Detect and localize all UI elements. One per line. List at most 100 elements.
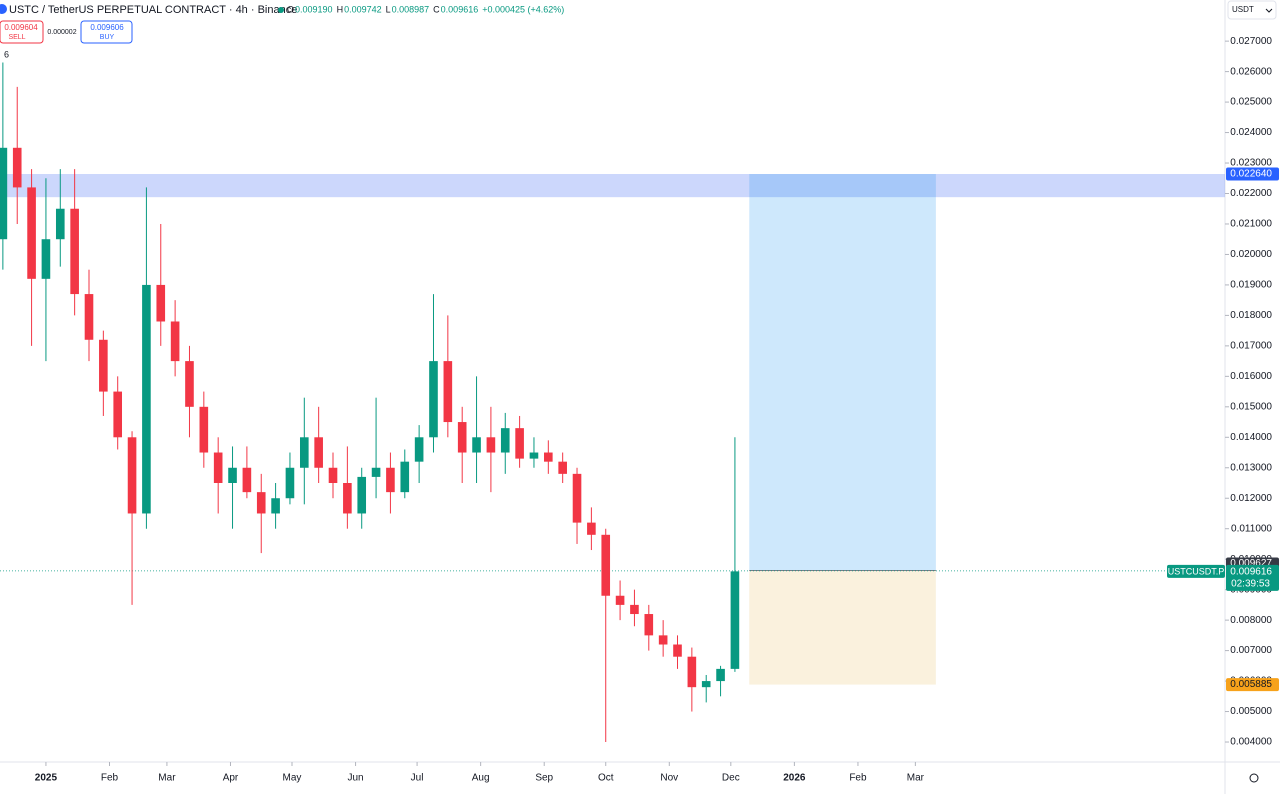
candle-body [587, 522, 596, 535]
candle-body [328, 467, 338, 483]
candle-body [673, 644, 682, 657]
x-tick-label: Jun [348, 773, 364, 784]
change: +0.000425 (+4.62%) [482, 4, 564, 14]
candle-body [558, 461, 567, 474]
ohlc-legend: O 0.009190 H 0.009742 L 0.008987 C 0.009616 +0.0… [287, 4, 564, 14]
price-tag-label: 0.009627 [1230, 558, 1272, 569]
y-tick-label: 0.017000 [1230, 341, 1272, 352]
x-tick-label: Feb [101, 773, 119, 784]
currency-dropdown[interactable] [1227, 0, 1277, 20]
x-tick-label: Feb [849, 773, 867, 784]
candle-body [41, 239, 51, 279]
candle-body [357, 476, 367, 514]
candle-body [142, 284, 151, 514]
y-tick-label: 0.024000 [1230, 127, 1272, 138]
candle-body [0, 147, 8, 240]
candle-body [199, 406, 209, 453]
candle-body [156, 284, 166, 322]
y-tick-label: 0.023000 [1230, 158, 1272, 169]
ohlc-value: 0.009190 [295, 4, 333, 14]
candle-body [515, 428, 524, 459]
y-tick-label: 0.012000 [1230, 493, 1272, 504]
y-tick-label: 0.022000 [1230, 188, 1272, 199]
ohlc-key: O [287, 4, 294, 14]
candle-body [371, 467, 381, 477]
price-tag-label: 0.022640 [1230, 169, 1272, 180]
candle-body [84, 294, 94, 340]
y-tick-label: 0.027000 [1230, 36, 1272, 47]
candle-body [242, 467, 252, 493]
candle-body [486, 437, 496, 453]
candle-body [414, 437, 424, 462]
price-tag [1226, 167, 1279, 181]
x-tick-label: Apr [223, 773, 239, 784]
candle-body [228, 467, 237, 483]
candle-body [529, 452, 539, 459]
x-tick-label: May [283, 773, 302, 784]
x-tick-label: Dec [722, 773, 740, 784]
candle-body [730, 571, 740, 669]
candle-body [185, 361, 194, 407]
buy-button[interactable] [80, 20, 133, 44]
plot [0, 62, 1225, 743]
candle-body [256, 492, 266, 514]
candle-body [630, 604, 639, 615]
candle-body [429, 361, 438, 438]
candle-body [716, 668, 725, 682]
y-tick-label: 0.018000 [1230, 310, 1272, 321]
spread: 0.000002 [47, 29, 76, 36]
candle-body [687, 656, 697, 688]
candle-body [544, 452, 553, 462]
candle-body [213, 452, 223, 483]
zone [0, 174, 1225, 198]
indicator-count[interactable]: 6 [4, 49, 9, 59]
candle-body [127, 437, 137, 514]
profit-zone [749, 174, 936, 571]
y-tick-label: 0.014000 [1230, 432, 1272, 443]
candle-body [443, 361, 453, 423]
y-tick-label: 0.013000 [1230, 462, 1272, 473]
price-tag [1226, 678, 1279, 692]
x-tick-label: 2025 [35, 773, 58, 784]
buy-label: BUY [100, 34, 115, 41]
countdown: 02:39:53 [1231, 579, 1270, 590]
x-tick-label: Mar [158, 773, 176, 784]
candle-body [12, 147, 22, 188]
candle-body [457, 422, 467, 453]
candle-body [70, 208, 79, 295]
status-dot [278, 7, 284, 13]
sell-button[interactable] [0, 20, 44, 44]
symbol-tag [1167, 564, 1225, 578]
y-tick-label: 0.025000 [1230, 97, 1272, 108]
settings-icon[interactable] [1249, 773, 1259, 783]
sell-label: SELL [8, 34, 25, 41]
dropdown-arrow [1265, 8, 1273, 13]
x-tick-label: Sep [535, 773, 553, 784]
candle-body [400, 461, 410, 493]
candle-body [500, 428, 510, 453]
candle-body [386, 467, 395, 493]
x-tick-label: Nov [660, 773, 678, 784]
ohlc-key: L [386, 4, 391, 14]
price-tag-label: 0.005885 [1230, 679, 1272, 690]
y-tick-label: 0.020000 [1230, 249, 1272, 260]
candle-body [27, 187, 36, 279]
candle-body [601, 534, 611, 596]
candle-body [271, 498, 280, 514]
candle-body [658, 635, 668, 645]
x-tick-label: Aug [472, 773, 490, 784]
symbol-icon [0, 4, 7, 14]
y-tick-label: 0.007000 [1230, 645, 1272, 656]
ohlc-key: H [337, 4, 344, 14]
x-tick-label: Oct [598, 773, 614, 784]
last-price-label: 0.009616 [1230, 567, 1272, 578]
buy-price: 0.009606 [90, 23, 124, 32]
y-tick-label: 0.019000 [1230, 280, 1272, 291]
x-tick-label: Jul [411, 773, 424, 784]
candle-body [701, 681, 711, 688]
candle-body [572, 473, 582, 523]
ohlc-value: 0.009616 [441, 4, 479, 14]
candle-body [472, 437, 481, 453]
